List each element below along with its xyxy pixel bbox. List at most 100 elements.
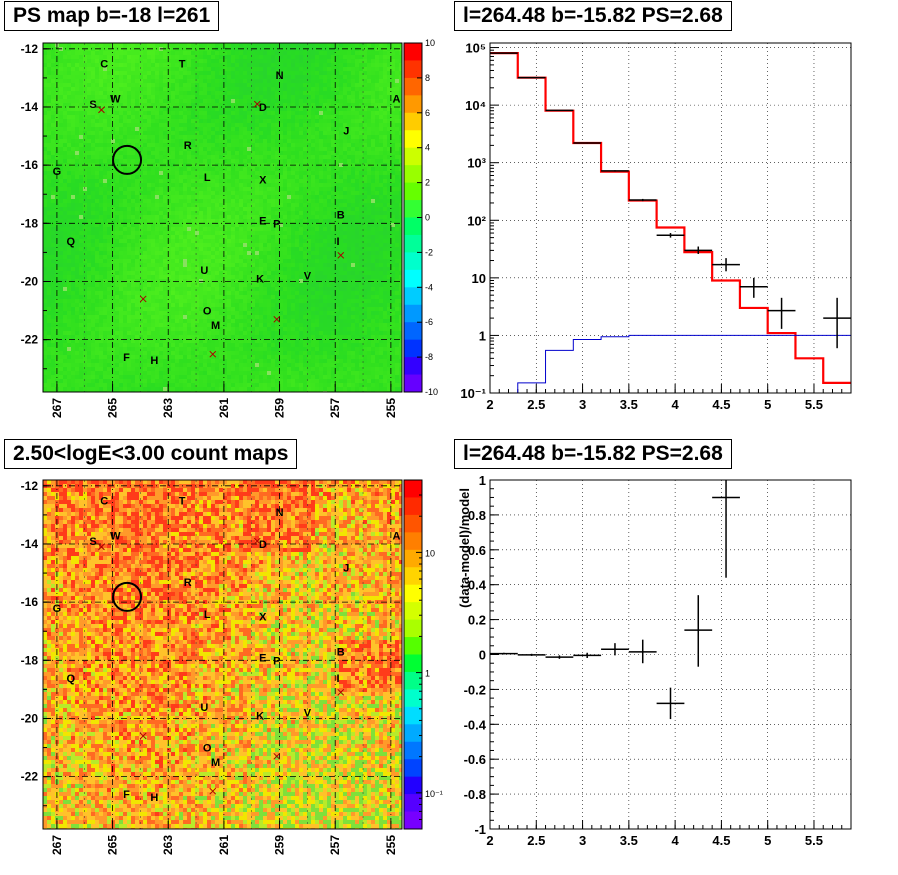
heatmap-cell — [239, 151, 243, 155]
heatmap-cell — [99, 219, 103, 223]
heatmap-cell — [163, 247, 167, 251]
heatmap-cell — [87, 87, 91, 91]
heatmap-cell — [143, 143, 147, 147]
heatmap-cell — [231, 167, 235, 171]
heatmap-cell — [251, 139, 255, 143]
heatmap-cell — [279, 251, 283, 255]
heatmap-cell — [303, 83, 307, 87]
heatmap-cell — [103, 215, 107, 219]
heatmap-cell — [171, 199, 175, 203]
heatmap-cell — [343, 191, 347, 195]
heatmap-cell — [307, 71, 311, 75]
heatmap-cell — [71, 107, 75, 111]
heatmap-cell — [271, 259, 275, 263]
heatmap-cell — [279, 231, 283, 235]
heatmap-cell — [135, 87, 139, 91]
heatmap-cell — [99, 175, 103, 179]
heatmap-cell — [295, 255, 299, 259]
heatmap-cell — [147, 207, 151, 211]
heatmap-cell — [115, 83, 119, 87]
heatmap-cell — [43, 95, 47, 99]
heatmap-cell — [383, 119, 387, 123]
heatmap-cell — [243, 235, 247, 239]
heatmap-cell — [195, 187, 199, 191]
heatmap-cell — [215, 207, 219, 211]
heatmap-cell — [191, 187, 195, 191]
heatmap-cell — [143, 215, 147, 219]
heatmap-cell — [399, 167, 402, 171]
heatmap-cell — [171, 179, 175, 183]
heatmap-cell — [147, 111, 151, 115]
heatmap-cell — [199, 199, 203, 203]
heatmap-cell — [75, 83, 79, 87]
heatmap-cell — [303, 255, 307, 259]
heatmap-cell — [63, 223, 67, 227]
heatmap-cell — [219, 243, 223, 247]
heatmap-cell — [167, 251, 171, 255]
heatmap-cell — [111, 91, 115, 95]
heatmap-cell — [383, 151, 387, 155]
heatmap-cell — [103, 91, 107, 95]
heatmap-cell — [383, 231, 387, 235]
heatmap-cell — [283, 147, 287, 151]
heatmap-cell — [391, 55, 395, 59]
heatmap-cell — [239, 247, 243, 251]
heatmap-cell — [343, 127, 347, 131]
heatmap-cell — [79, 191, 83, 195]
heatmap-cell — [347, 123, 351, 127]
heatmap-cell — [127, 95, 131, 99]
heatmap-cell — [247, 175, 251, 179]
heatmap-cell — [111, 167, 115, 171]
heatmap-cell — [183, 175, 187, 179]
heatmap-cell — [191, 47, 195, 51]
heatmap-cell — [379, 223, 383, 227]
heatmap-cell — [51, 255, 55, 259]
heatmap-cell — [295, 135, 299, 139]
heatmap-cell — [315, 191, 319, 195]
heatmap-cell — [327, 251, 331, 255]
heatmap-cell — [43, 251, 47, 255]
heatmap-cell — [351, 255, 355, 259]
heatmap-cell — [275, 259, 279, 263]
heatmap-cell — [183, 147, 187, 151]
heatmap-cell — [391, 231, 395, 235]
heatmap-cell — [75, 91, 79, 95]
heatmap-cell — [175, 115, 179, 119]
heatmap-cell — [267, 59, 271, 63]
heatmap-cell — [271, 119, 275, 123]
heatmap-cell — [163, 67, 167, 71]
heatmap-cell — [215, 231, 219, 235]
heatmap-cell — [343, 187, 347, 191]
heatmap-cell — [395, 191, 399, 195]
heatmap-cell — [151, 183, 155, 187]
heatmap-cell — [299, 143, 303, 147]
heatmap-cell — [203, 247, 207, 251]
heatmap-cell — [251, 223, 255, 227]
heatmap-cell — [67, 143, 71, 147]
heatmap-cell — [131, 243, 135, 247]
heatmap-cell — [231, 111, 235, 115]
heatmap-cell — [355, 167, 359, 171]
heatmap-cell — [83, 251, 87, 255]
heatmap-cell — [75, 235, 79, 239]
heatmap-cell — [179, 71, 183, 75]
heatmap-cell — [307, 235, 311, 239]
heatmap-cell — [351, 203, 355, 207]
heatmap-cell — [275, 207, 279, 211]
heatmap-cell — [199, 179, 203, 183]
heatmap-cell — [323, 147, 327, 151]
heatmap-cell — [119, 139, 123, 143]
heatmap-cell — [179, 235, 183, 239]
heatmap-cell — [291, 99, 295, 103]
heatmap-cell — [71, 147, 75, 151]
heatmap-cell — [275, 99, 279, 103]
heatmap-cell — [263, 223, 267, 227]
heatmap-cell — [363, 95, 367, 99]
heatmap-cell — [115, 211, 119, 215]
heatmap-cell — [203, 239, 207, 243]
heatmap-cell — [339, 115, 343, 119]
heatmap-cell — [335, 203, 339, 207]
heatmap-cell — [303, 123, 307, 127]
heatmap-cell — [335, 215, 339, 219]
